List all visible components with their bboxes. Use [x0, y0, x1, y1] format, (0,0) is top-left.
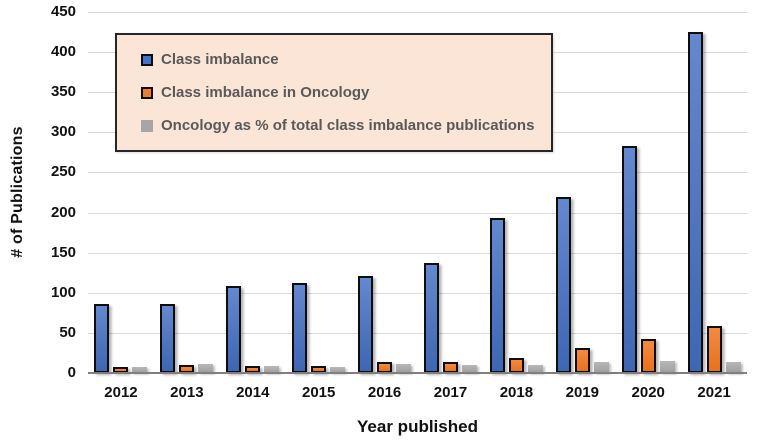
- x-tick-label-2017: 2017: [433, 384, 468, 401]
- x-axis-labels: 2012 2013 2014 2015 2016 2017 2018 2019 2020 2021: [88, 384, 747, 401]
- bar-group-2018: [483, 12, 549, 373]
- bar-groups: [88, 12, 747, 373]
- bar-oncology-percent-2018: [527, 365, 543, 373]
- gridline: [88, 252, 747, 254]
- bar-oncology-percent-2012: [132, 366, 148, 373]
- legend-label: Class imbalance in Oncology: [161, 84, 370, 101]
- y-tick-label: 0: [67, 364, 76, 381]
- y-tick-label: 350: [50, 83, 76, 101]
- bar-class-imbalance-oncology-2015: [311, 365, 327, 373]
- x-tick-label-2016: 2016: [367, 384, 402, 401]
- bar-class-imbalance-oncology-2019: [574, 348, 590, 373]
- y-axis-ticks: 0 50 100 150 200 250 300 350 400 450: [0, 3, 76, 381]
- legend-label: Oncology as % of total class imbalance p…: [161, 117, 535, 134]
- bar-oncology-percent-2019: [593, 361, 609, 373]
- y-tick-label: 150: [50, 243, 76, 261]
- y-tick-label: 300: [50, 123, 76, 141]
- gridline: [88, 292, 747, 294]
- bar-class-imbalance-2013: [160, 304, 176, 373]
- y-tick-label: 50: [59, 323, 76, 341]
- bar-class-imbalance-oncology-2018: [508, 357, 524, 373]
- legend-swatch-icon: [141, 86, 153, 99]
- y-tick-label: 250: [50, 163, 76, 181]
- bar-oncology-percent-2015: [330, 366, 346, 373]
- legend-item-class-imbalance: Class imbalance: [141, 51, 541, 68]
- legend: Class imbalance Class imbalance in Oncolo…: [115, 33, 553, 152]
- bar-class-imbalance-oncology-2020: [640, 338, 656, 373]
- gridline: [88, 332, 747, 334]
- x-tick-label-2013: 2013: [170, 384, 204, 401]
- x-tick-label-2018: 2018: [499, 384, 534, 401]
- bar-oncology-percent-2014: [264, 366, 280, 373]
- x-axis-line: [88, 372, 747, 374]
- bar-class-imbalance-2012: [94, 304, 110, 373]
- bar-group-2013: [154, 12, 220, 373]
- bar-oncology-percent-2016: [396, 363, 412, 373]
- legend-item-class-imbalance-oncology: Class imbalance in Oncology: [141, 84, 541, 101]
- bar-class-imbalance-oncology-2017: [442, 361, 458, 373]
- bar-class-imbalance-2017: [423, 263, 439, 373]
- plot-area: [88, 12, 747, 374]
- bar-group-2014: [220, 12, 286, 373]
- legend-swatch-icon: [141, 53, 153, 66]
- bar-class-imbalance-oncology-2014: [245, 365, 261, 373]
- x-tick-label-2015: 2015: [301, 384, 336, 401]
- x-tick-label-2020: 2020: [631, 384, 665, 401]
- bar-class-imbalance-oncology-2016: [377, 361, 393, 373]
- gridline: [88, 12, 747, 13]
- x-tick-label-2021: 2021: [697, 384, 731, 401]
- bar-group-2021: [681, 12, 747, 373]
- legend-label: Class imbalance: [161, 51, 279, 68]
- bar-class-imbalance-2015: [292, 283, 308, 373]
- gridline: [88, 172, 747, 174]
- x-tick-label-2012: 2012: [104, 384, 138, 401]
- bar-class-imbalance-2020: [621, 145, 637, 373]
- y-tick-label: 400: [50, 43, 76, 61]
- legend-swatch-icon: [141, 119, 153, 132]
- bar-class-imbalance-2018: [489, 218, 505, 373]
- x-axis-title: Year published: [357, 417, 478, 436]
- bar-group-2019: [549, 12, 615, 373]
- x-tick-label-2019: 2019: [565, 384, 599, 401]
- bar-class-imbalance-2019: [555, 196, 571, 373]
- legend-item-oncology-percent: Oncology as % of total class imbalance p…: [141, 117, 541, 134]
- bar-oncology-percent-2017: [461, 364, 477, 373]
- bar-group-2016: [352, 12, 418, 373]
- x-tick-label-2014: 2014: [236, 384, 270, 401]
- bar-group-2015: [286, 12, 352, 373]
- bar-class-imbalance-2021: [687, 32, 703, 373]
- y-tick-label: 450: [50, 3, 76, 20]
- gridline: [88, 212, 747, 214]
- y-tick-label: 100: [50, 283, 76, 301]
- bar-oncology-percent-2013: [198, 363, 214, 373]
- y-tick-label: 200: [50, 203, 76, 221]
- bar-class-imbalance-2016: [358, 275, 374, 373]
- bar-class-imbalance-oncology-2021: [706, 325, 722, 373]
- bar-oncology-percent-2021: [725, 361, 741, 373]
- bar-class-imbalance-2014: [226, 286, 242, 373]
- bar-oncology-percent-2020: [659, 360, 675, 373]
- bar-class-imbalance-oncology-2013: [179, 364, 195, 373]
- bar-group-2020: [615, 12, 681, 373]
